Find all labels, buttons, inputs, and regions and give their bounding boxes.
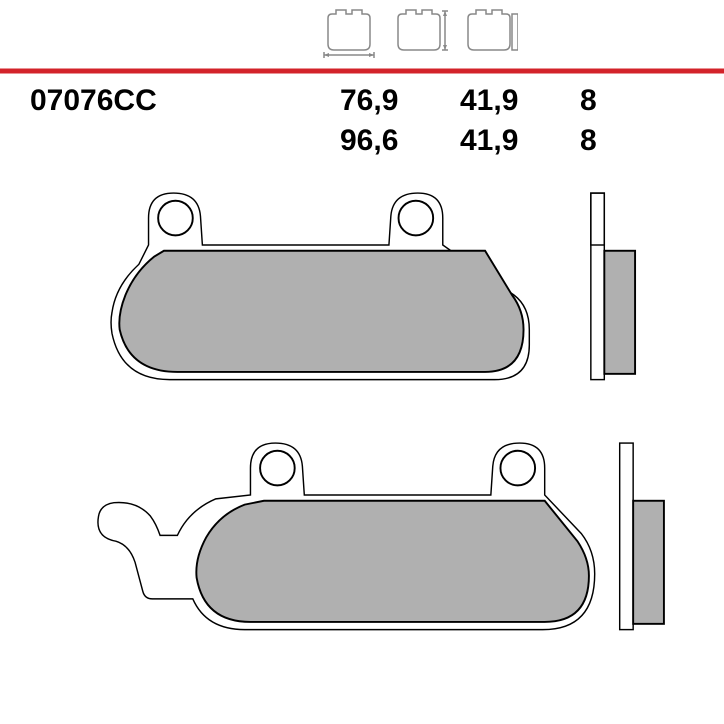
dim-t1: 8 (580, 84, 670, 118)
dim-h2: 41,9 (460, 124, 550, 158)
height-icon (390, 8, 448, 58)
dim-w1: 76,9 (340, 84, 430, 118)
bottom-pad-front (98, 443, 595, 630)
header-dimension-icons (320, 8, 518, 58)
dim-t2: 8 (580, 124, 670, 158)
part-number: 07076CC (30, 84, 300, 158)
dim-w2: 96,6 (340, 124, 430, 158)
dimension-table: 07076CC 76,9 41,9 8 96,6 41,9 8 (30, 84, 670, 158)
dim-h1: 41,9 (460, 84, 550, 118)
red-separator (0, 68, 724, 74)
thickness-icon (460, 8, 518, 58)
bottom-pad-side (620, 443, 664, 630)
brake-pad-drawings (30, 170, 694, 670)
top-pad-front (111, 193, 529, 380)
width-icon (320, 8, 378, 58)
top-pad-side (591, 193, 635, 380)
